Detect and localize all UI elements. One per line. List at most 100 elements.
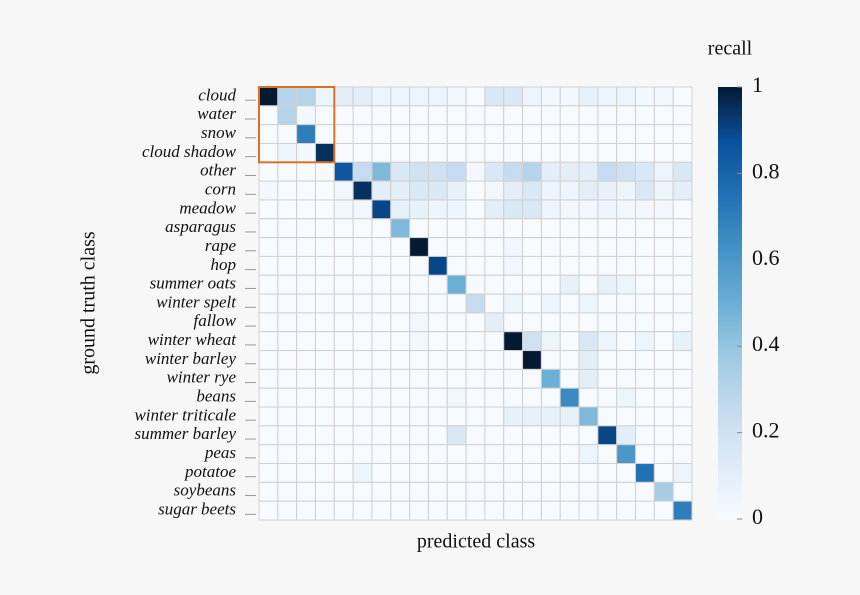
cell — [371, 444, 392, 465]
cell — [503, 237, 524, 257]
colorbar-tick-label: 0 — [752, 504, 763, 529]
cell — [597, 274, 618, 295]
cell — [296, 500, 316, 521]
cell — [427, 274, 448, 295]
cell — [559, 350, 580, 370]
cell — [314, 255, 335, 276]
cell — [446, 142, 467, 163]
colorbar-title: recall — [708, 38, 753, 60]
cell — [390, 180, 411, 201]
row-label: soybeans — [174, 481, 237, 500]
cell — [616, 161, 637, 182]
cell — [653, 500, 674, 521]
cell — [409, 444, 429, 465]
cell — [635, 312, 655, 333]
cell — [427, 425, 448, 446]
row-label: rape — [205, 236, 237, 255]
cell — [578, 312, 599, 333]
cell — [597, 293, 618, 314]
cell — [258, 255, 279, 276]
cell — [653, 161, 674, 182]
cell — [597, 312, 618, 333]
cell — [371, 105, 392, 126]
row-label: winter spelt — [156, 292, 237, 311]
cell — [390, 425, 411, 446]
cell — [427, 331, 448, 352]
cell — [597, 161, 618, 182]
cell — [446, 105, 467, 126]
cell — [672, 237, 693, 257]
cell — [277, 387, 298, 408]
cell — [409, 124, 429, 144]
cell — [635, 406, 655, 427]
cell — [672, 124, 693, 144]
cell — [616, 350, 637, 370]
cell — [371, 331, 392, 352]
cell — [465, 350, 486, 370]
cell — [522, 237, 542, 257]
cell — [597, 86, 618, 107]
cell — [352, 86, 373, 107]
cell — [635, 368, 655, 389]
cell — [409, 350, 429, 370]
row-label: cloud shadow — [142, 142, 237, 161]
cell — [258, 481, 279, 502]
cell — [503, 255, 524, 276]
cell — [559, 105, 580, 126]
cell — [484, 293, 505, 314]
cell — [277, 331, 298, 352]
cell — [559, 124, 580, 144]
cell — [653, 312, 674, 333]
cell — [314, 86, 335, 107]
cell — [390, 406, 411, 427]
cell — [409, 463, 429, 483]
cell — [597, 444, 618, 465]
cell — [352, 142, 373, 163]
cell — [333, 350, 354, 370]
cell — [314, 293, 335, 314]
cell — [578, 368, 599, 389]
cell — [296, 331, 316, 352]
cell — [446, 274, 467, 295]
cell — [390, 199, 411, 220]
row-label: potatoe — [184, 462, 236, 481]
cell — [540, 180, 561, 201]
cell — [484, 218, 505, 239]
cell — [503, 444, 524, 465]
cell — [559, 481, 580, 502]
cell — [616, 368, 637, 389]
cell — [277, 142, 298, 163]
cell — [296, 481, 316, 502]
cell — [540, 124, 561, 144]
cell — [578, 86, 599, 107]
cell — [390, 161, 411, 182]
cell — [258, 142, 279, 163]
cell — [352, 218, 373, 239]
cell — [653, 406, 674, 427]
cell — [522, 293, 542, 314]
cell — [371, 218, 392, 239]
cell — [446, 500, 467, 521]
cell — [484, 331, 505, 352]
cell — [484, 425, 505, 446]
cell — [540, 86, 561, 107]
cell — [446, 481, 467, 502]
cell — [333, 237, 354, 257]
cell — [352, 274, 373, 295]
cell — [503, 274, 524, 295]
cell — [540, 293, 561, 314]
cell — [503, 86, 524, 107]
cell — [314, 274, 335, 295]
cell — [409, 218, 429, 239]
cell — [296, 293, 316, 314]
cell — [409, 331, 429, 352]
cell — [352, 500, 373, 521]
cell — [333, 444, 354, 465]
cell — [503, 293, 524, 314]
cell — [484, 86, 505, 107]
cell — [333, 105, 354, 126]
cell — [277, 481, 298, 502]
cell — [597, 500, 618, 521]
cell — [296, 463, 316, 483]
cell — [277, 86, 298, 107]
